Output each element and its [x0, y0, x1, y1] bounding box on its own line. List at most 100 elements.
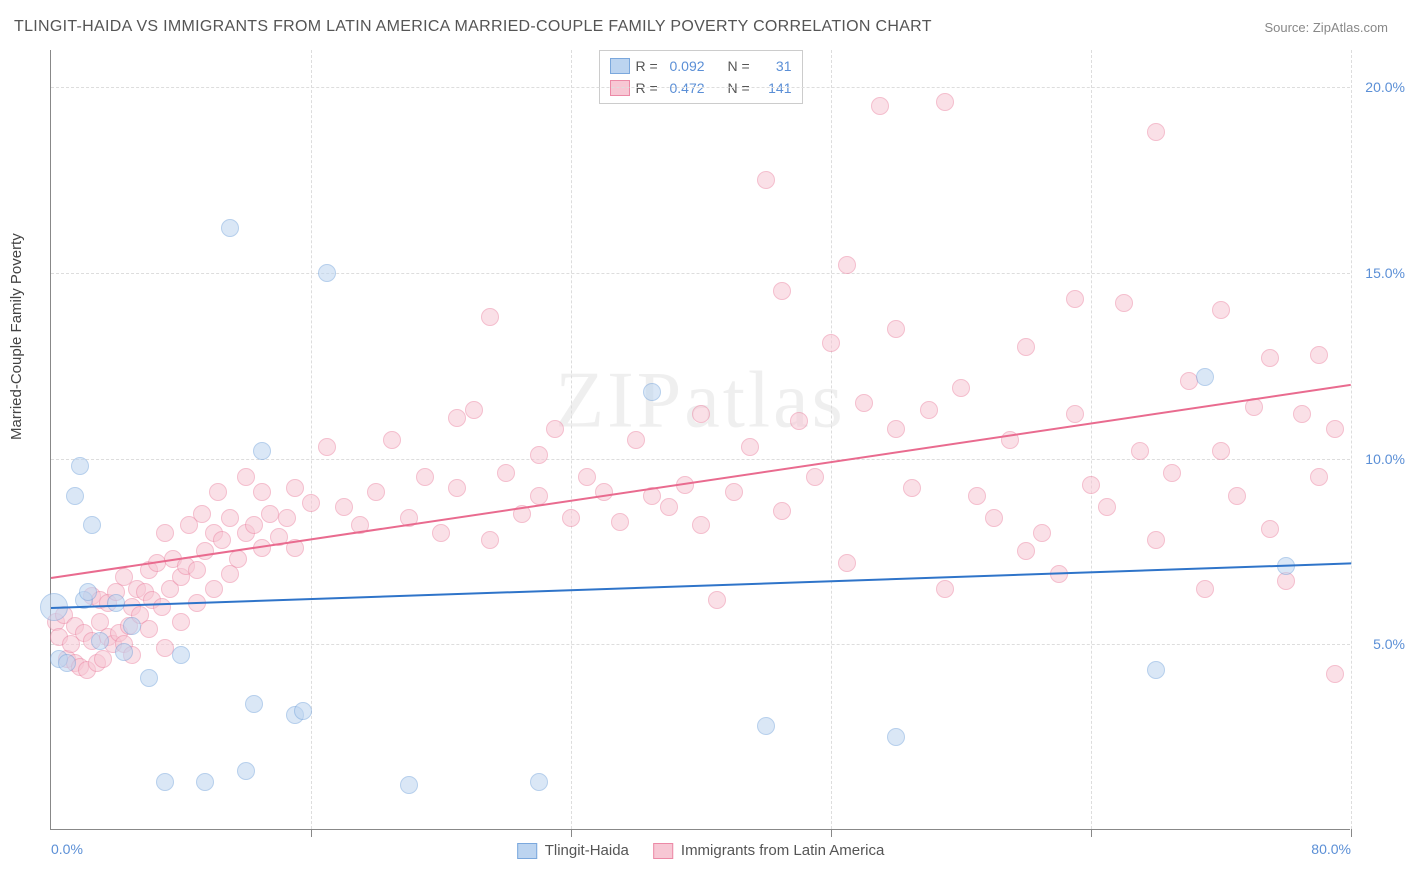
data-point: [887, 728, 905, 746]
data-point: [1082, 476, 1100, 494]
data-point: [221, 219, 239, 237]
data-point: [253, 483, 271, 501]
data-point: [920, 401, 938, 419]
data-point: [1147, 661, 1165, 679]
data-point: [1326, 665, 1344, 683]
data-point: [773, 502, 791, 520]
data-point: [245, 695, 263, 713]
y-tick-label: 20.0%: [1365, 79, 1405, 95]
data-point: [481, 308, 499, 326]
data-point: [968, 487, 986, 505]
data-point: [790, 412, 808, 430]
data-point: [578, 468, 596, 486]
data-point: [193, 505, 211, 523]
data-point: [838, 256, 856, 274]
data-point: [1212, 442, 1230, 460]
data-point: [1261, 349, 1279, 367]
data-point: [237, 468, 255, 486]
legend-row: R = 0.092 N = 31: [610, 55, 792, 77]
y-tick-label: 5.0%: [1373, 636, 1405, 652]
x-tick-mark: [1351, 829, 1352, 837]
data-point: [708, 591, 726, 609]
y-tick-label: 15.0%: [1365, 265, 1405, 281]
legend-series: Tlingit-Haida Immigrants from Latin Ameri…: [509, 842, 893, 859]
watermark: ZIPatlas: [555, 355, 846, 446]
data-point: [936, 93, 954, 111]
legend-n-value: 31: [762, 55, 792, 77]
data-point: [725, 483, 743, 501]
data-point: [611, 513, 629, 531]
data-point: [91, 632, 109, 650]
x-tick-label: 80.0%: [1311, 841, 1351, 857]
data-point: [209, 483, 227, 501]
data-point: [1147, 123, 1165, 141]
data-point: [221, 509, 239, 527]
data-point: [1212, 301, 1230, 319]
legend-r-label: R =: [636, 55, 664, 77]
y-tick-label: 10.0%: [1365, 451, 1405, 467]
data-point: [253, 442, 271, 460]
data-point: [1196, 368, 1214, 386]
data-point: [903, 479, 921, 497]
data-point: [757, 171, 775, 189]
source-label: Source: ZipAtlas.com: [1264, 20, 1388, 35]
grid-line-v: [1091, 50, 1092, 829]
data-point: [497, 464, 515, 482]
data-point: [79, 583, 97, 601]
x-tick-mark: [311, 829, 312, 837]
grid-line-v: [831, 50, 832, 829]
grid-line-h: [51, 459, 1350, 460]
x-tick-mark: [831, 829, 832, 837]
data-point: [58, 654, 76, 672]
data-point: [156, 773, 174, 791]
data-point: [318, 438, 336, 456]
data-point: [1098, 498, 1116, 516]
data-point: [188, 561, 206, 579]
data-point: [936, 580, 954, 598]
data-point: [107, 594, 125, 612]
legend-swatch: [653, 843, 673, 859]
data-point: [855, 394, 873, 412]
data-point: [115, 643, 133, 661]
data-point: [1293, 405, 1311, 423]
x-tick-mark: [1091, 829, 1092, 837]
data-point: [887, 420, 905, 438]
data-point: [643, 383, 661, 401]
data-point: [172, 613, 190, 631]
data-point: [140, 620, 158, 638]
data-point: [562, 509, 580, 527]
data-point: [432, 524, 450, 542]
data-point: [546, 420, 564, 438]
data-point: [1017, 338, 1035, 356]
data-point: [400, 776, 418, 794]
legend-item: Immigrants from Latin America: [653, 842, 884, 859]
data-point: [530, 487, 548, 505]
data-point: [286, 479, 304, 497]
data-point: [245, 516, 263, 534]
legend-correlation: R =0.092N =31R =0.472N =141: [599, 50, 803, 104]
data-point: [822, 334, 840, 352]
data-point: [887, 320, 905, 338]
grid-line-v: [571, 50, 572, 829]
data-point: [773, 282, 791, 300]
legend-n-label: N =: [728, 55, 756, 77]
data-point: [660, 498, 678, 516]
data-point: [123, 617, 141, 635]
grid-line-h: [51, 273, 1350, 274]
y-axis-label: Married-Couple Family Poverty: [8, 233, 25, 440]
data-point: [318, 264, 336, 282]
data-point: [481, 531, 499, 549]
data-point: [1033, 524, 1051, 542]
legend-r-value: 0.092: [670, 55, 722, 77]
data-point: [1310, 468, 1328, 486]
legend-item: Tlingit-Haida: [517, 842, 629, 859]
data-point: [1180, 372, 1198, 390]
data-point: [627, 431, 645, 449]
x-tick-label: 0.0%: [51, 841, 83, 857]
data-point: [692, 516, 710, 534]
data-point: [741, 438, 759, 456]
trend-line: [51, 563, 1351, 610]
data-point: [261, 505, 279, 523]
data-point: [1228, 487, 1246, 505]
grid-line-v: [1351, 50, 1352, 829]
